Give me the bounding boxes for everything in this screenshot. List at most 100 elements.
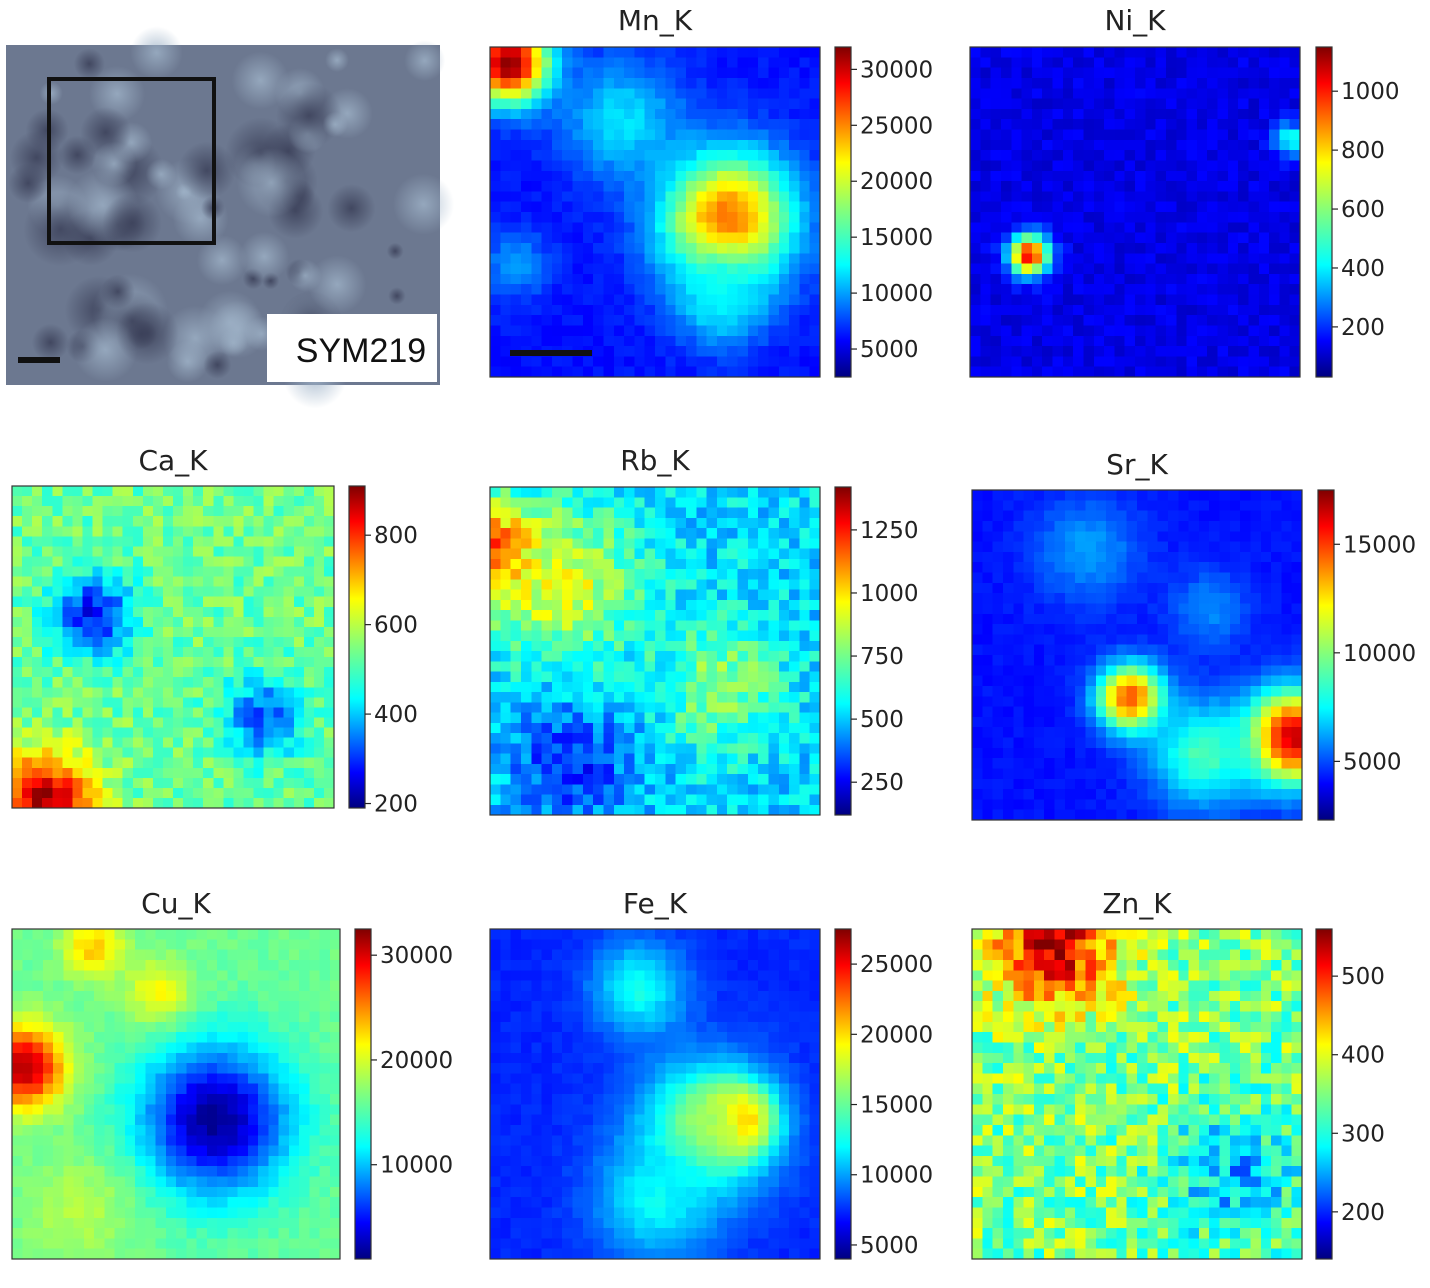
heatmap-cell xyxy=(1064,551,1076,563)
heatmap-cell xyxy=(323,687,335,698)
heatmap-cell xyxy=(263,757,275,769)
heatmap-cell xyxy=(520,67,532,79)
heatmap-cell xyxy=(273,777,285,789)
heatmap-cell xyxy=(706,191,718,203)
heatmap-cell xyxy=(1073,273,1085,285)
heatmap-cell xyxy=(42,757,53,769)
heatmap-cell xyxy=(655,569,666,580)
heatmap-cell xyxy=(1291,531,1303,543)
heatmap-cell xyxy=(293,697,305,708)
heatmap-cell xyxy=(1258,346,1270,357)
heatmap-cell xyxy=(303,747,315,759)
heatmap-cell xyxy=(603,222,615,234)
heatmap-cell xyxy=(644,346,656,357)
heatmap-cell xyxy=(758,242,770,254)
heatmap-cell xyxy=(1147,500,1159,512)
heatmap-cell xyxy=(1289,150,1301,162)
heatmap-cell xyxy=(32,747,43,759)
heatmap-cell xyxy=(1135,315,1146,327)
heatmap-cell xyxy=(1207,67,1219,79)
heatmap-cell xyxy=(970,335,981,347)
heatmap-cell xyxy=(644,335,656,347)
heatmap-cell xyxy=(263,767,275,779)
heatmap-cell xyxy=(799,569,811,580)
heatmap-cell xyxy=(1271,634,1282,646)
heatmap-cell xyxy=(685,507,697,519)
heatmap-cell xyxy=(142,737,154,749)
heatmap-cell xyxy=(233,697,245,708)
heatmap-cell xyxy=(1217,88,1229,100)
heatmap-cell xyxy=(706,212,718,223)
heatmap-cell xyxy=(92,596,104,608)
heatmap-cell xyxy=(32,657,43,668)
heatmap-cell xyxy=(213,687,224,698)
heatmap-cell xyxy=(603,77,615,89)
heatmap-cell xyxy=(593,487,605,498)
heatmap-cell xyxy=(1073,129,1085,141)
heatmap-cell xyxy=(152,496,164,507)
heatmap-cell xyxy=(572,77,584,89)
heatmap-cell xyxy=(1124,346,1136,357)
heatmap-cell xyxy=(685,366,697,378)
heatmap-cell xyxy=(737,108,749,120)
heatmap-cell xyxy=(1106,655,1117,666)
heatmap-cell xyxy=(1155,294,1167,306)
heatmap-cell xyxy=(572,273,584,285)
heatmap-cell xyxy=(1147,582,1159,594)
heatmap-cell xyxy=(102,616,114,628)
heatmap-cell xyxy=(1217,325,1229,337)
heatmap-cell xyxy=(1178,593,1190,605)
heatmap-cell xyxy=(768,538,780,550)
heatmap-cell xyxy=(92,707,104,719)
heatmap-cell xyxy=(789,774,800,785)
heatmap-cell xyxy=(716,753,728,765)
heatmap-cell xyxy=(1291,706,1303,718)
heatmap-cell xyxy=(1209,582,1221,594)
heatmap-cell xyxy=(520,610,532,621)
heatmap-cell xyxy=(603,569,615,580)
heatmap-cell xyxy=(1044,562,1056,574)
heatmap-cell xyxy=(603,232,615,244)
heatmap-cell xyxy=(685,139,697,151)
heatmap-cell xyxy=(1002,655,1014,666)
heatmap-cell xyxy=(263,626,275,638)
heatmap-cell xyxy=(1271,490,1282,501)
heatmap-cell xyxy=(303,797,315,809)
heatmap-cell xyxy=(193,596,204,608)
heatmap-cell xyxy=(1083,129,1095,141)
heatmap-cell xyxy=(1147,520,1159,532)
heatmap-cell xyxy=(12,727,23,739)
heatmap-cell xyxy=(644,774,656,785)
heatmap-cell xyxy=(1145,108,1157,120)
heatmap-cell xyxy=(799,497,811,509)
heatmap-cell xyxy=(323,636,335,648)
heatmap-cell xyxy=(243,757,255,769)
heatmap-cell xyxy=(253,747,265,759)
heatmap-cell xyxy=(1240,520,1252,532)
heatmap-cell xyxy=(613,681,625,693)
photo-blot xyxy=(203,350,232,379)
heatmap-cell xyxy=(716,569,728,580)
heatmap-cell xyxy=(624,589,635,601)
heatmap-cell xyxy=(1000,150,1012,162)
heatmap-cell xyxy=(193,546,204,558)
heatmap-cell xyxy=(1198,490,1210,501)
heatmap-cell xyxy=(1075,603,1087,615)
heatmap-cell xyxy=(696,356,708,368)
heatmap-cell xyxy=(500,67,512,79)
heatmap-cell xyxy=(727,273,739,285)
heatmap-cell xyxy=(624,57,635,69)
colorbar-tick-label: 750 xyxy=(860,644,904,670)
heatmap-cell xyxy=(490,119,501,131)
heatmap-cell xyxy=(1013,500,1025,512)
heatmap-cell xyxy=(789,191,800,203)
heatmap-cell xyxy=(992,696,1004,708)
heatmap-cell xyxy=(758,98,770,110)
heatmap-cell xyxy=(696,599,708,611)
heatmap-cell xyxy=(303,496,315,507)
heatmap-cell xyxy=(102,566,114,578)
heatmap-cell xyxy=(1023,665,1035,677)
heatmap-cell xyxy=(1258,88,1270,100)
heatmap-cell xyxy=(737,325,749,337)
heatmap-cell xyxy=(696,181,708,192)
